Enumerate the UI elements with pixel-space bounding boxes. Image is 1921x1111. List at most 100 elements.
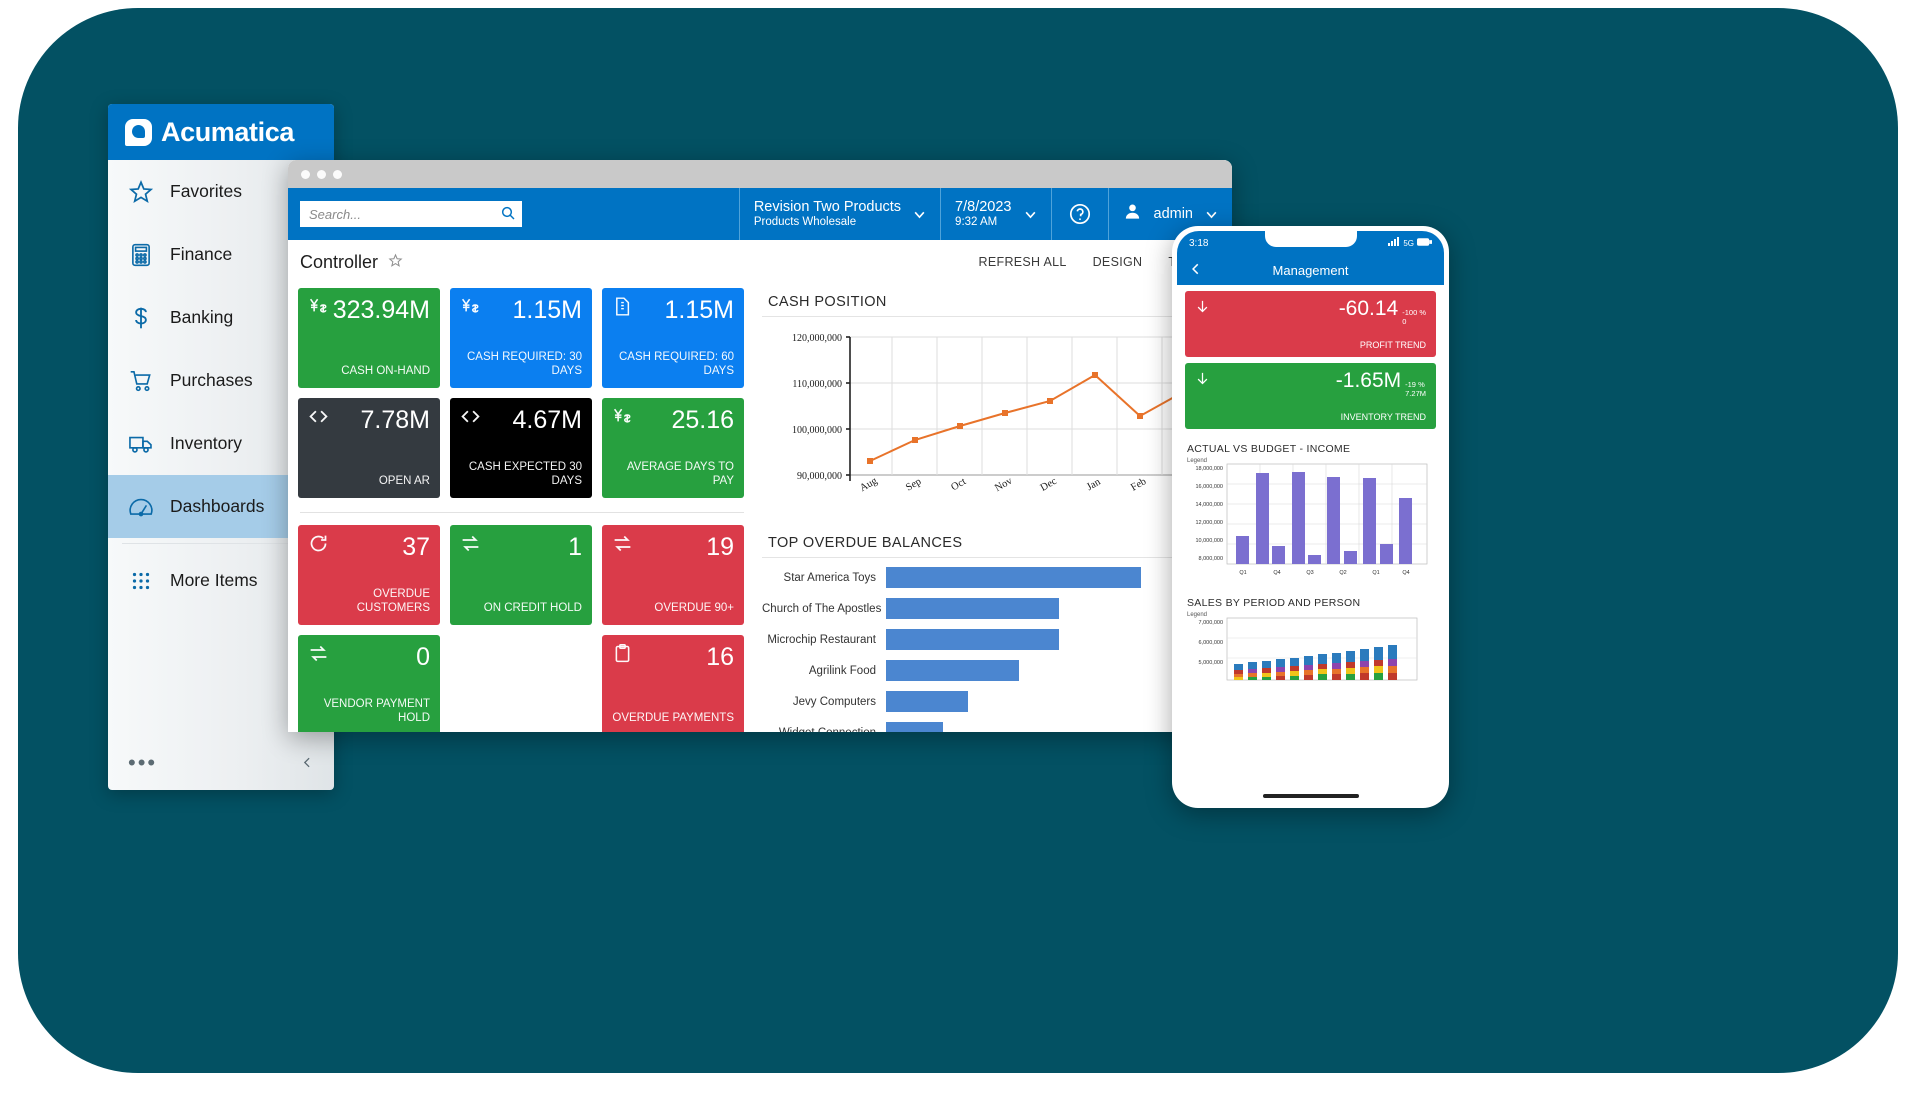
- current-date: 7/8/2023: [955, 199, 1012, 216]
- top-overdue-title: TOP OVERDUE BALANCES: [768, 535, 963, 551]
- sidebar-item-more-items[interactable]: More Items: [108, 549, 334, 612]
- phone-nav-title: Management: [1272, 262, 1349, 278]
- bar-row[interactable]: Microchip Restaurant: [762, 624, 1232, 655]
- kpi-tile-overdue-payments[interactable]: 16 OVERDUE PAYMENTS: [602, 635, 744, 732]
- sidebar-divider: [122, 543, 320, 544]
- star-icon: [128, 179, 154, 205]
- search-icon[interactable]: [500, 205, 516, 224]
- svg-text:Q3: Q3: [1306, 570, 1313, 576]
- topbar-divider: [1107, 188, 1109, 240]
- kpi-tile-cash-expected-30[interactable]: 4.67M CASH EXPECTED 30 DAYS: [450, 398, 592, 498]
- kpi-tile-overdue-90-plus[interactable]: 19 OVERDUE 90+: [602, 525, 744, 625]
- bar-row[interactable]: Agrilink Food: [762, 655, 1232, 686]
- bar-row[interactable]: Star America Toys: [762, 562, 1232, 593]
- kpi-tile-on-credit-hold[interactable]: 1 ON CREDIT HOLD: [450, 525, 592, 625]
- sidebar-item-banking[interactable]: Banking: [108, 286, 334, 349]
- svg-text:14,000,000: 14,000,000: [1195, 502, 1223, 508]
- svg-text:Aug: Aug: [858, 475, 880, 494]
- datetime-selector[interactable]: 7/8/2023 9:32 AM: [941, 188, 1050, 240]
- chart-rule: [762, 316, 1232, 317]
- y-tick-label: 90,000,000: [797, 471, 842, 482]
- kpi-label: CASH ON-HAND: [341, 365, 430, 378]
- sidebar-item-label: Finance: [170, 244, 233, 264]
- kpi-label: OVERDUE CUSTOMERS: [356, 588, 430, 615]
- chevron-left-icon[interactable]: [1189, 262, 1203, 279]
- gauge-icon: [128, 494, 154, 520]
- kpi-value: 1.15M: [664, 296, 734, 324]
- window-dot-maximize[interactable]: [333, 169, 342, 179]
- phone-network: 5G: [1403, 238, 1414, 248]
- bar-row[interactable]: Widget Connection: [762, 717, 1232, 732]
- kpi-tile-cash-required-60[interactable]: 1.15M CASH REQUIRED: 60 DAYS: [602, 288, 744, 388]
- kpi-value: 4.67M: [512, 406, 582, 434]
- svg-text:5,000,000: 5,000,000: [1199, 660, 1223, 666]
- chart-legend-label: Legend: [1187, 458, 1208, 464]
- topbar-divider: [738, 188, 740, 240]
- y-tick-label: 110,000,000: [792, 379, 842, 390]
- topbar-divider: [940, 188, 942, 240]
- phone-tile-value: -60.14: [1338, 297, 1399, 320]
- user-menu[interactable]: admin: [1109, 188, 1233, 240]
- svg-text:Q4: Q4: [1273, 570, 1280, 576]
- kpi-label: AVERAGE DAYS TO PAY: [626, 461, 734, 488]
- phone-tile-sub2: 0: [1402, 317, 1407, 327]
- sidebar-item-favorites[interactable]: Favorites: [108, 160, 334, 223]
- bar-row[interactable]: Jevy Computers: [762, 686, 1232, 717]
- chevron-left-icon[interactable]: [301, 753, 314, 774]
- bar-track: [886, 624, 1232, 655]
- chart-legend-label: Legend: [1187, 612, 1208, 618]
- transfer-icon: [308, 643, 329, 664]
- bar-row[interactable]: Church of The Apostles: [762, 593, 1232, 624]
- kpi-tile-average-days-to-pay[interactable]: 25.16 AVERAGE DAYS TO PAY: [602, 398, 744, 498]
- phone-tile-sub1: -19 %: [1405, 380, 1425, 389]
- brand-logo[interactable]: Acumatica: [108, 104, 334, 160]
- chevron-down-icon: [1205, 208, 1218, 221]
- window-dot-close[interactable]: [301, 169, 310, 179]
- chart-rule: [762, 557, 1232, 558]
- kpi-tile-cash-required-30[interactable]: 1.15M CASH REQUIRED: 30 DAYS: [450, 288, 592, 388]
- kpi-value: 25.16: [671, 406, 734, 434]
- svg-text:6,000,000: 6,000,000: [1199, 640, 1223, 646]
- sidebar-item-label: Banking: [170, 307, 234, 327]
- phone-tile-inventory-trend[interactable]: -1.65M -19 % 7.27M INVENTORY TREND: [1185, 363, 1436, 429]
- y-tick-label: 100,000,000: [792, 425, 842, 436]
- window-dot-minimize[interactable]: [317, 169, 326, 179]
- currency-icon: [612, 406, 633, 427]
- sidebar-item-purchases[interactable]: Purchases: [108, 349, 334, 412]
- svg-text:7,000,000: 7,000,000: [1199, 620, 1223, 626]
- sidebar-item-finance[interactable]: Finance: [108, 223, 334, 286]
- phone-notch: [1264, 231, 1357, 247]
- phone-tile-profit-trend[interactable]: -60.14 -100 % 0 PROFIT TREND: [1185, 291, 1436, 357]
- kpi-value: 0: [416, 643, 430, 671]
- kpi-tile-vendor-payment-hold[interactable]: 0 VENDOR PAYMENT HOLD: [298, 635, 440, 732]
- search-input[interactable]: Search...: [300, 201, 522, 227]
- star-outline-icon[interactable]: [388, 253, 403, 272]
- phone-status-bar: 3:18 5G: [1177, 231, 1444, 255]
- phone-home-indicator: [1262, 794, 1359, 798]
- kpi-tile-overdue-customers[interactable]: 37 OVERDUE CUSTOMERS: [298, 525, 440, 625]
- bar: [886, 598, 1059, 619]
- company-selector[interactable]: Revision Two Products Products Wholesale: [740, 188, 940, 240]
- sidebar-footer: •••: [108, 736, 334, 790]
- user-name: admin: [1153, 206, 1194, 222]
- search-area: Search...: [288, 188, 732, 240]
- sidebar-item-inventory[interactable]: Inventory: [108, 412, 334, 475]
- sidebar-more-dots[interactable]: •••: [128, 750, 158, 775]
- kpi-value: 37: [402, 533, 430, 561]
- bar: [886, 567, 1141, 588]
- refresh-icon: [308, 533, 329, 554]
- arrow-down-icon: [1195, 298, 1210, 318]
- kpi-tile-cash-on-hand[interactable]: 323.94M CASH ON-HAND: [298, 288, 440, 388]
- page-title: Controller: [300, 251, 379, 272]
- refresh-all-button[interactable]: REFRESH ALL: [978, 255, 1067, 269]
- income-bars: [1236, 472, 1412, 564]
- bar: [886, 660, 1019, 681]
- code-icon: [460, 406, 481, 427]
- svg-text:Q1: Q1: [1239, 570, 1246, 576]
- svg-text:Sep: Sep: [904, 476, 923, 493]
- phone-tile-label: PROFIT TREND: [1359, 340, 1426, 350]
- help-circle-icon[interactable]: [1052, 188, 1108, 240]
- kpi-tile-open-ar[interactable]: 7.78M OPEN AR: [298, 398, 440, 498]
- design-button[interactable]: DESIGN: [1092, 255, 1143, 269]
- kpi-value: 16: [706, 643, 734, 671]
